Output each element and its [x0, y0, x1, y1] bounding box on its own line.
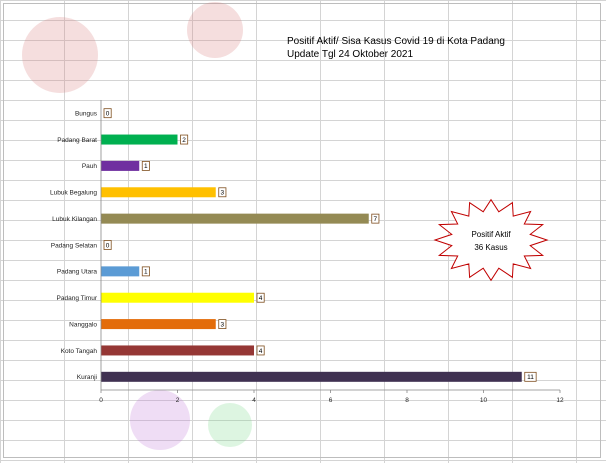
category-label: Lubuk Kilangan	[52, 216, 97, 223]
category-label: Nanggalo	[69, 321, 97, 328]
x-tick-label: 4	[252, 397, 256, 404]
x-tick-label: 0	[99, 397, 103, 404]
data-label: 0	[106, 110, 110, 117]
data-label-box	[218, 319, 227, 329]
x-tick-label: 6	[329, 397, 333, 404]
data-label-box	[524, 371, 537, 382]
bar	[101, 371, 522, 382]
data-label: 3	[221, 190, 225, 197]
data-label-box	[371, 213, 380, 224]
data-label: 11	[527, 374, 534, 381]
data-label: 3	[221, 321, 225, 328]
bar	[101, 213, 369, 224]
data-label-box	[103, 108, 112, 119]
category-label: Lubuk Begalung	[50, 190, 97, 197]
x-tick-label: 2	[176, 397, 180, 404]
x-tick-label: 12	[556, 397, 564, 404]
annotation-line1: Positif Aktif	[471, 230, 511, 239]
category-label: Padang Utara	[57, 269, 97, 276]
bar	[101, 292, 254, 303]
data-label: 7	[374, 216, 378, 223]
data-labels: 0 2 1 3 7 0 1 4 3 4 11	[103, 108, 537, 382]
chart-frame	[3, 3, 601, 458]
bar	[101, 266, 140, 277]
x-axis-ticks: 0 2 4 6 8 10 12	[99, 390, 564, 404]
data-label-box	[256, 345, 265, 356]
bar	[101, 345, 254, 356]
bar	[101, 160, 140, 171]
data-label-box	[141, 266, 150, 277]
bar	[101, 187, 216, 198]
category-label: Padang Selatan	[51, 242, 98, 249]
annotation-line2: 36 Kasus	[474, 243, 507, 252]
bars-group	[101, 134, 522, 382]
bar	[101, 319, 216, 330]
data-label-box	[256, 292, 265, 303]
data-label-box	[103, 240, 112, 250]
data-label-box	[180, 134, 189, 145]
data-label: 1	[144, 163, 148, 170]
data-label: 2	[182, 137, 186, 144]
starburst-annotation: Positif Aktif 36 Kasus	[433, 198, 549, 282]
category-label: Padang Timur	[57, 295, 98, 302]
data-label-box	[218, 187, 227, 198]
category-label: Koto Tangah	[61, 348, 98, 355]
starburst-shape	[433, 198, 549, 282]
category-label: Kuranji	[77, 374, 97, 381]
x-tick-label: 10	[480, 397, 488, 404]
category-label: Pauh	[82, 163, 98, 170]
data-label-box	[141, 161, 150, 171]
data-label: 1	[144, 269, 148, 276]
virus-decoration-icon	[22, 2, 252, 450]
chart-title: Positif Aktif/ Sisa Kasus Covid 19 di Ko…	[287, 36, 505, 47]
data-label: 4	[259, 348, 263, 355]
data-label: 4	[259, 295, 263, 302]
data-label: 0	[106, 242, 110, 249]
category-labels: Bungus Padang Barat Pauh Lubuk Begalung Lubu…	[50, 110, 98, 381]
category-label: Padang Barat	[57, 137, 97, 144]
chart-subtitle: Update Tgl 24 Oktober 2021	[287, 49, 413, 60]
bar	[101, 134, 178, 145]
x-tick-label: 8	[405, 397, 409, 404]
category-label: Bungus	[75, 110, 98, 117]
